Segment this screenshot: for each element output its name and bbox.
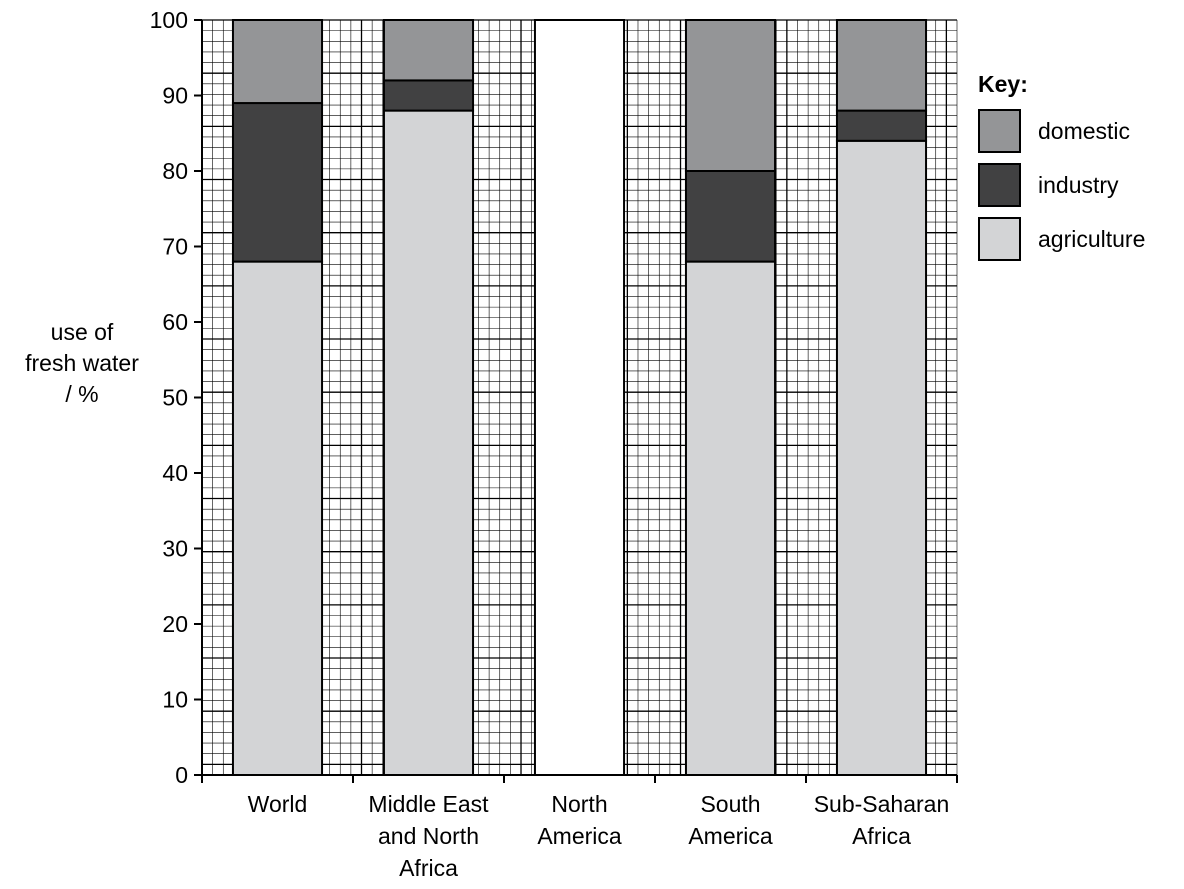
y-axis-label-line: fresh water xyxy=(25,350,139,376)
y-tick-label: 10 xyxy=(162,687,188,713)
y-tick-label: 80 xyxy=(162,158,188,184)
x-category-label: Sub-Saharan xyxy=(814,791,950,817)
legend-swatch-agriculture xyxy=(978,217,1021,261)
y-axis-label: use of fresh water / % xyxy=(25,319,139,407)
x-axis-labels: World Middle East and North Africa North Amer… xyxy=(248,791,950,881)
x-category-label: Africa xyxy=(399,855,458,881)
bar-segment-agriculture xyxy=(231,260,324,777)
bar-segment-industry xyxy=(684,170,777,263)
x-category-label: South xyxy=(700,791,760,817)
y-tick-label: 100 xyxy=(150,7,188,33)
y-tick-label: 0 xyxy=(175,762,188,788)
y-tick-label: 30 xyxy=(162,536,188,562)
x-category-label: Africa xyxy=(852,823,911,849)
y-axis-label-line: use of xyxy=(51,319,114,345)
bar-segment-domestic xyxy=(835,19,928,112)
bar-segment-domestic xyxy=(382,19,475,82)
legend: Key: domestic industry agriculture xyxy=(978,71,1145,261)
legend-label-domestic: domestic xyxy=(1038,118,1130,144)
bars xyxy=(231,19,928,777)
bar-segment-agriculture xyxy=(684,260,777,777)
y-tick-label: 60 xyxy=(162,309,188,335)
x-category-label: and North xyxy=(378,823,479,849)
legend-title: Key: xyxy=(978,71,1028,97)
x-category-label: Middle East xyxy=(368,791,489,817)
bar-segment-industry xyxy=(835,109,928,142)
legend-swatch-industry xyxy=(978,163,1021,207)
x-category-label: World xyxy=(248,791,308,817)
legend-swatch-domestic xyxy=(978,109,1021,153)
y-tick-label: 50 xyxy=(162,385,188,411)
y-tick-label: 70 xyxy=(162,234,188,260)
bar-segment-agriculture xyxy=(835,139,928,777)
x-category-label: America xyxy=(688,823,773,849)
y-tick-label: 40 xyxy=(162,460,188,486)
legend-label-agriculture: agriculture xyxy=(1038,226,1145,252)
legend-label-industry: industry xyxy=(1038,172,1119,198)
y-axis-label-line: / % xyxy=(65,381,98,407)
bar-blank-north-america xyxy=(533,19,626,776)
x-category-label: America xyxy=(537,823,622,849)
y-tick-label: 20 xyxy=(162,611,188,637)
bar-segment-domestic xyxy=(231,19,324,105)
bar-segment-industry xyxy=(382,79,475,112)
y-tick-label: 90 xyxy=(162,83,188,109)
bar-segment-domestic xyxy=(684,19,777,172)
x-category-label: North xyxy=(551,791,607,817)
axes: 0 10 20 30 40 50 60 70 80 90 100 xyxy=(150,7,958,788)
bar-segment-agriculture xyxy=(382,109,475,777)
bar-segment-industry xyxy=(231,102,324,263)
